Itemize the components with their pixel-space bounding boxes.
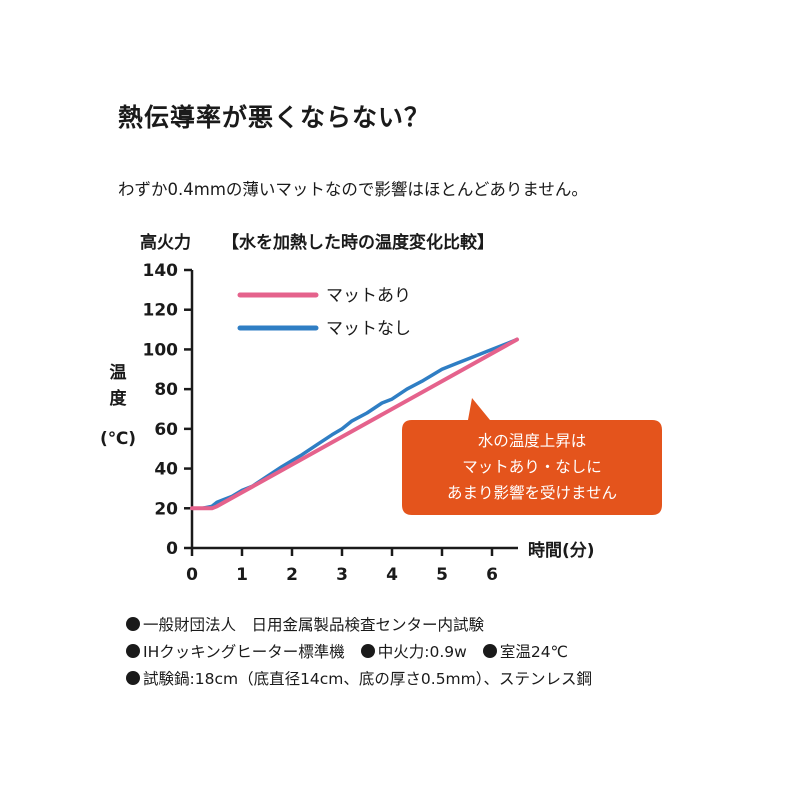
x-axis-label: 時間(分) (528, 540, 595, 561)
x-tick-label: 2 (286, 565, 298, 585)
callout-line-3: あまり影響を受けません (447, 484, 617, 502)
page-heading: 熱伝導率が悪くならない？ (118, 103, 431, 132)
y-tick-label: 60 (154, 420, 178, 440)
series-lines (190, 337, 519, 511)
y-tick-label: 80 (154, 380, 178, 400)
callout-line-2: マットあり・なしに (462, 458, 602, 476)
note-line-2a: IHクッキングヒーター標準機 (143, 643, 345, 661)
x-tick-labels: 0 1 2 3 4 5 6 (186, 565, 498, 585)
heat-level-label: 高火力 (140, 232, 191, 253)
note-line-2c: 室温24℃ (499, 643, 568, 661)
test-conditions: 一般財団法人 日用金属製品検査センター内試験 IHクッキングヒーター標準機 中火力… (126, 612, 592, 693)
y-axis-label-part: 度 (110, 388, 128, 409)
bullet-icon (126, 617, 140, 631)
note-row-1: 一般財団法人 日用金属製品検査センター内試験 (126, 612, 592, 639)
y-axis-label-part: (℃) (100, 429, 136, 449)
x-tick-label: 6 (486, 565, 498, 585)
y-tick-label: 20 (154, 499, 178, 519)
callout-line-1: 水の温度上昇は (478, 432, 587, 450)
y-tick-label: 100 (143, 340, 179, 360)
legend: マットあり マットなし (237, 286, 411, 339)
y-axis-label: 温度 (℃) (100, 363, 136, 449)
x-tick-label: 4 (386, 565, 398, 585)
intro-text: わずか0.4mmの薄いマットなので影響はほとんどありません。 (118, 180, 588, 199)
x-tick-label: 5 (436, 565, 448, 585)
bullet-icon (126, 644, 140, 658)
callout-bubble (402, 398, 662, 515)
note-line-1: 一般財団法人 日用金属製品検査センター内試験 (143, 616, 485, 634)
chart-title: 【水を加熱した時の温度変化比較】 (222, 232, 494, 253)
y-tick-label: 40 (154, 460, 178, 480)
bullet-icon (126, 671, 140, 685)
x-tick-label: 3 (336, 565, 348, 585)
y-axis-label-part: 温 (110, 363, 127, 383)
series-line-with-mat (190, 337, 519, 511)
y-tick-label: 120 (143, 301, 179, 321)
note-line-3: 試験鍋:18cm（底直径14cm、底の厚さ0.5mm）、ステンレス鋼 (143, 670, 593, 688)
legend-label-without-mat: マットなし (326, 319, 411, 339)
y-tick-labels: 0 20 40 60 80 100 120 140 (143, 261, 179, 559)
x-tick-label: 1 (236, 565, 248, 585)
note-line-2b: 中火力:0.9w (377, 643, 467, 661)
y-tick-label: 0 (166, 539, 178, 559)
callout: 水の温度上昇は マットあり・なしに あまり影響を受けません (402, 398, 662, 515)
bullet-icon (482, 644, 497, 658)
x-tick-label: 0 (186, 565, 198, 585)
chart-axes (184, 268, 518, 556)
note-row-2: IHクッキングヒーター標準機 中火力:0.9w 室温24℃ (126, 639, 592, 666)
bullet-icon (360, 644, 375, 658)
y-tick-label: 140 (143, 261, 179, 281)
series-line-without-mat (190, 337, 519, 511)
legend-label-with-mat: マットあり (326, 286, 411, 306)
note-row-3: 試験鍋:18cm（底直径14cm、底の厚さ0.5mm）、ステンレス鋼 (126, 666, 592, 693)
